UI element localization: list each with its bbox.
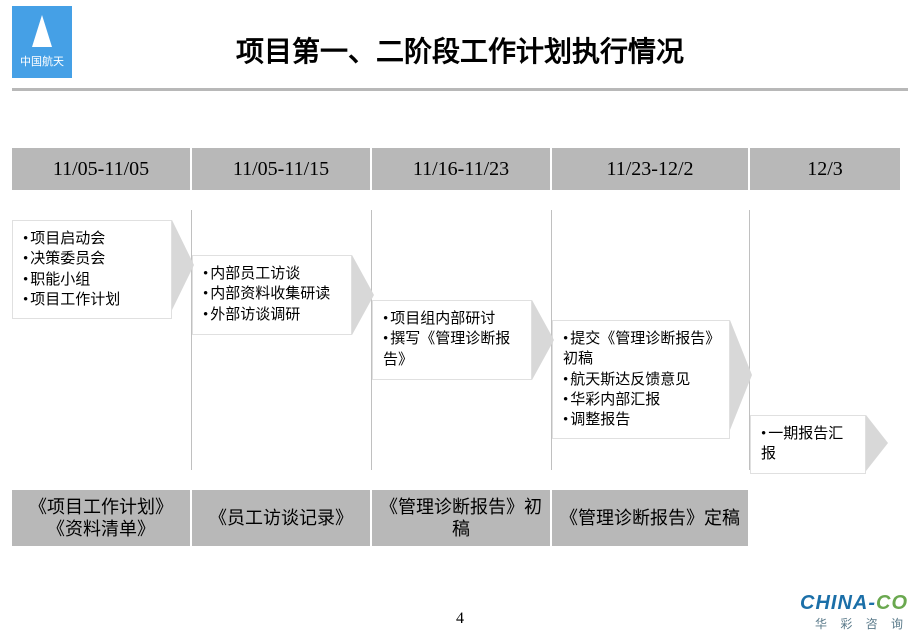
timeline-header-2: 11/16-11/23 bbox=[372, 148, 550, 190]
phase-arrow-0 bbox=[172, 220, 194, 310]
footer-logo-chinaco: CHINA-CO 华 彩 咨 询 bbox=[800, 592, 908, 632]
timeline-header-4: 12/3 bbox=[750, 148, 900, 190]
phase-box-0: 项目启动会决策委员会职能小组项目工作计划 bbox=[12, 220, 172, 319]
phase-arrow-3 bbox=[730, 320, 752, 430]
page-number: 4 bbox=[0, 610, 920, 628]
footer-logo-cn: 华 彩 咨 询 bbox=[800, 615, 908, 632]
phase-0-item-3: 项目工作计划 bbox=[23, 290, 161, 310]
phase-3-item-3: 调整报告 bbox=[563, 410, 719, 430]
phase-2-item-0: 项目组内部研讨 bbox=[383, 309, 521, 329]
phase-arrow-1 bbox=[352, 255, 374, 335]
phase-3-item-0: 提交《管理诊断报告》初稿 bbox=[563, 329, 719, 370]
footer-logo-en: CHINA-CO bbox=[800, 592, 908, 615]
deliverable-2: 《管理诊断报告》初稿 bbox=[372, 490, 550, 546]
phase-0-item-0: 项目启动会 bbox=[23, 229, 161, 249]
phase-4-item-0: 一期报告汇报 bbox=[761, 424, 855, 465]
phase-0-item-1: 决策委员会 bbox=[23, 249, 161, 269]
deliverable-0: 《项目工作计划》 《资料清单》 bbox=[12, 490, 190, 546]
timeline-header-1: 11/05-11/15 bbox=[192, 148, 370, 190]
phase-1-item-2: 外部访谈调研 bbox=[203, 305, 341, 325]
timeline-header-3: 11/23-12/2 bbox=[552, 148, 748, 190]
phase-0-item-2: 职能小组 bbox=[23, 270, 161, 290]
phase-box-3: 提交《管理诊断报告》初稿航天斯达反馈意见华彩内部汇报调整报告 bbox=[552, 320, 730, 439]
phase-1-item-0: 内部员工访谈 bbox=[203, 264, 341, 284]
page-title: 项目第一、二阶段工作计划执行情况 bbox=[0, 30, 920, 70]
deliverable-1: 《员工访谈记录》 bbox=[192, 490, 370, 546]
phase-arrow-4 bbox=[866, 415, 888, 471]
phase-box-2: 项目组内部研讨撰写《管理诊断报告》 bbox=[372, 300, 532, 380]
phase-3-item-2: 华彩内部汇报 bbox=[563, 390, 719, 410]
timeline-header-0: 11/05-11/05 bbox=[12, 148, 190, 190]
phase-box-1: 内部员工访谈内部资料收集研读外部访谈调研 bbox=[192, 255, 352, 335]
phase-1-item-1: 内部资料收集研读 bbox=[203, 284, 341, 304]
phase-arrow-2 bbox=[532, 300, 554, 380]
phase-3-item-1: 航天斯达反馈意见 bbox=[563, 370, 719, 390]
phase-box-4: 一期报告汇报 bbox=[750, 415, 866, 474]
deliverable-3: 《管理诊断报告》定稿 bbox=[552, 490, 748, 546]
phase-2-item-1: 撰写《管理诊断报告》 bbox=[383, 329, 521, 370]
title-underline bbox=[12, 88, 908, 91]
